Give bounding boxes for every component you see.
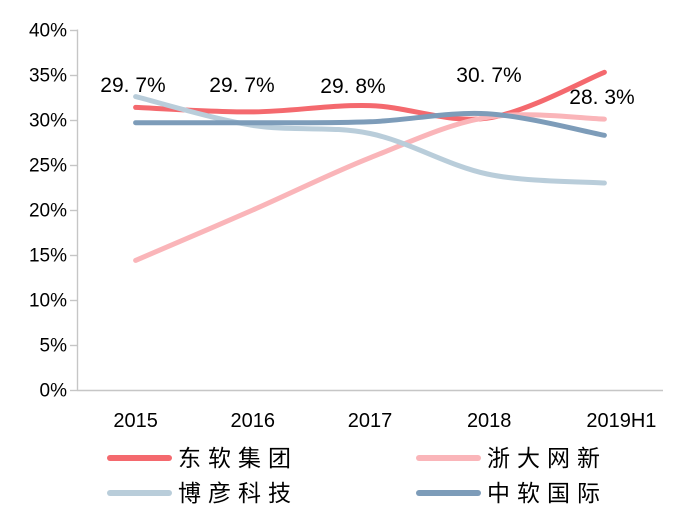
series-line-3: [133, 110, 607, 138]
y-tick-label: 40%: [29, 21, 67, 42]
x-tick-label: 2015: [113, 410, 158, 432]
x-tick-label: 2019H1: [586, 410, 656, 432]
point-label: 29. 7%: [100, 74, 165, 97]
y-tick-label: 15%: [29, 246, 67, 267]
series-line-0: [133, 69, 607, 122]
y-tick-label: 20%: [29, 201, 67, 222]
y-tick-label: 5%: [40, 336, 68, 357]
point-label: 29. 7%: [209, 74, 274, 97]
x-tick-label: 2016: [231, 410, 276, 432]
y-tick-label: 35%: [29, 66, 67, 87]
y-tick-label: 30%: [29, 111, 67, 132]
y-tick-label: 25%: [29, 156, 67, 177]
series-line-2: [133, 94, 607, 186]
point-label: 28. 3%: [569, 86, 634, 109]
series-line-1: [133, 112, 607, 263]
x-tick-label: 2017: [348, 410, 393, 432]
point-label: 29. 8%: [320, 75, 385, 98]
x-tick-label: 2018: [467, 410, 512, 432]
y-tick-label: 10%: [29, 291, 67, 312]
y-tick-label: 0%: [40, 381, 68, 402]
point-label: 30. 7%: [456, 64, 521, 87]
